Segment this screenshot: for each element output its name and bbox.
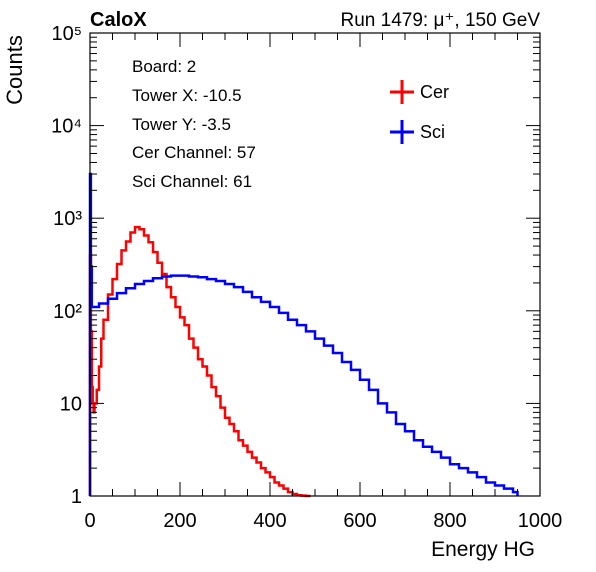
y-tick-label: 10⁵ [51, 23, 82, 45]
x-tick-label: 0 [84, 510, 95, 532]
info-sci-channel: Sci Channel: 61 [132, 172, 252, 191]
legend-label-sci: Sci [420, 122, 445, 142]
legend: Cer Sci [390, 80, 449, 144]
y-tick-label: 10³ [53, 208, 82, 230]
legend-entry-cer: Cer [390, 80, 449, 104]
x-tick-label: 200 [163, 510, 196, 532]
series-line-cer [88, 225, 311, 498]
legend-label-cer: Cer [420, 82, 449, 102]
y-tick-label: 10⁴ [51, 116, 82, 138]
x-axis-label: Energy HG [431, 538, 535, 561]
x-tick-label: 1000 [518, 510, 563, 532]
info-cer-channel: Cer Channel: 57 [132, 143, 256, 162]
y-tick-label: 1 [71, 486, 82, 508]
info-box [118, 48, 360, 198]
info-tower-y: Tower Y: -3.5 [132, 115, 231, 134]
series-layer [88, 172, 519, 498]
info-board: Board: 2 [132, 57, 196, 76]
y-tick-label: 10 [60, 393, 82, 415]
series-line-sci [88, 172, 519, 496]
info-tower-x: Tower X: -10.5 [132, 86, 242, 105]
legend-entry-sci: Sci [390, 120, 445, 144]
y-tick-label: 10² [53, 301, 82, 323]
info-box-lines: Board: 2 Tower X: -10.5 Tower Y: -3.5 Ce… [132, 57, 256, 191]
x-tick-label: 400 [253, 510, 286, 532]
x-tick-label: 800 [433, 510, 466, 532]
axes-layer: 0 200 400 600 800 1000 1 10 10² 10³ 10⁴ 10⁵ [51, 23, 562, 532]
x-tick-label: 600 [343, 510, 376, 532]
y-axis-label: Counts [2, 35, 27, 105]
experiment-label: CaloX [90, 9, 147, 31]
run-info-label: Run 1479: μ⁺, 150 GeV [341, 10, 541, 31]
